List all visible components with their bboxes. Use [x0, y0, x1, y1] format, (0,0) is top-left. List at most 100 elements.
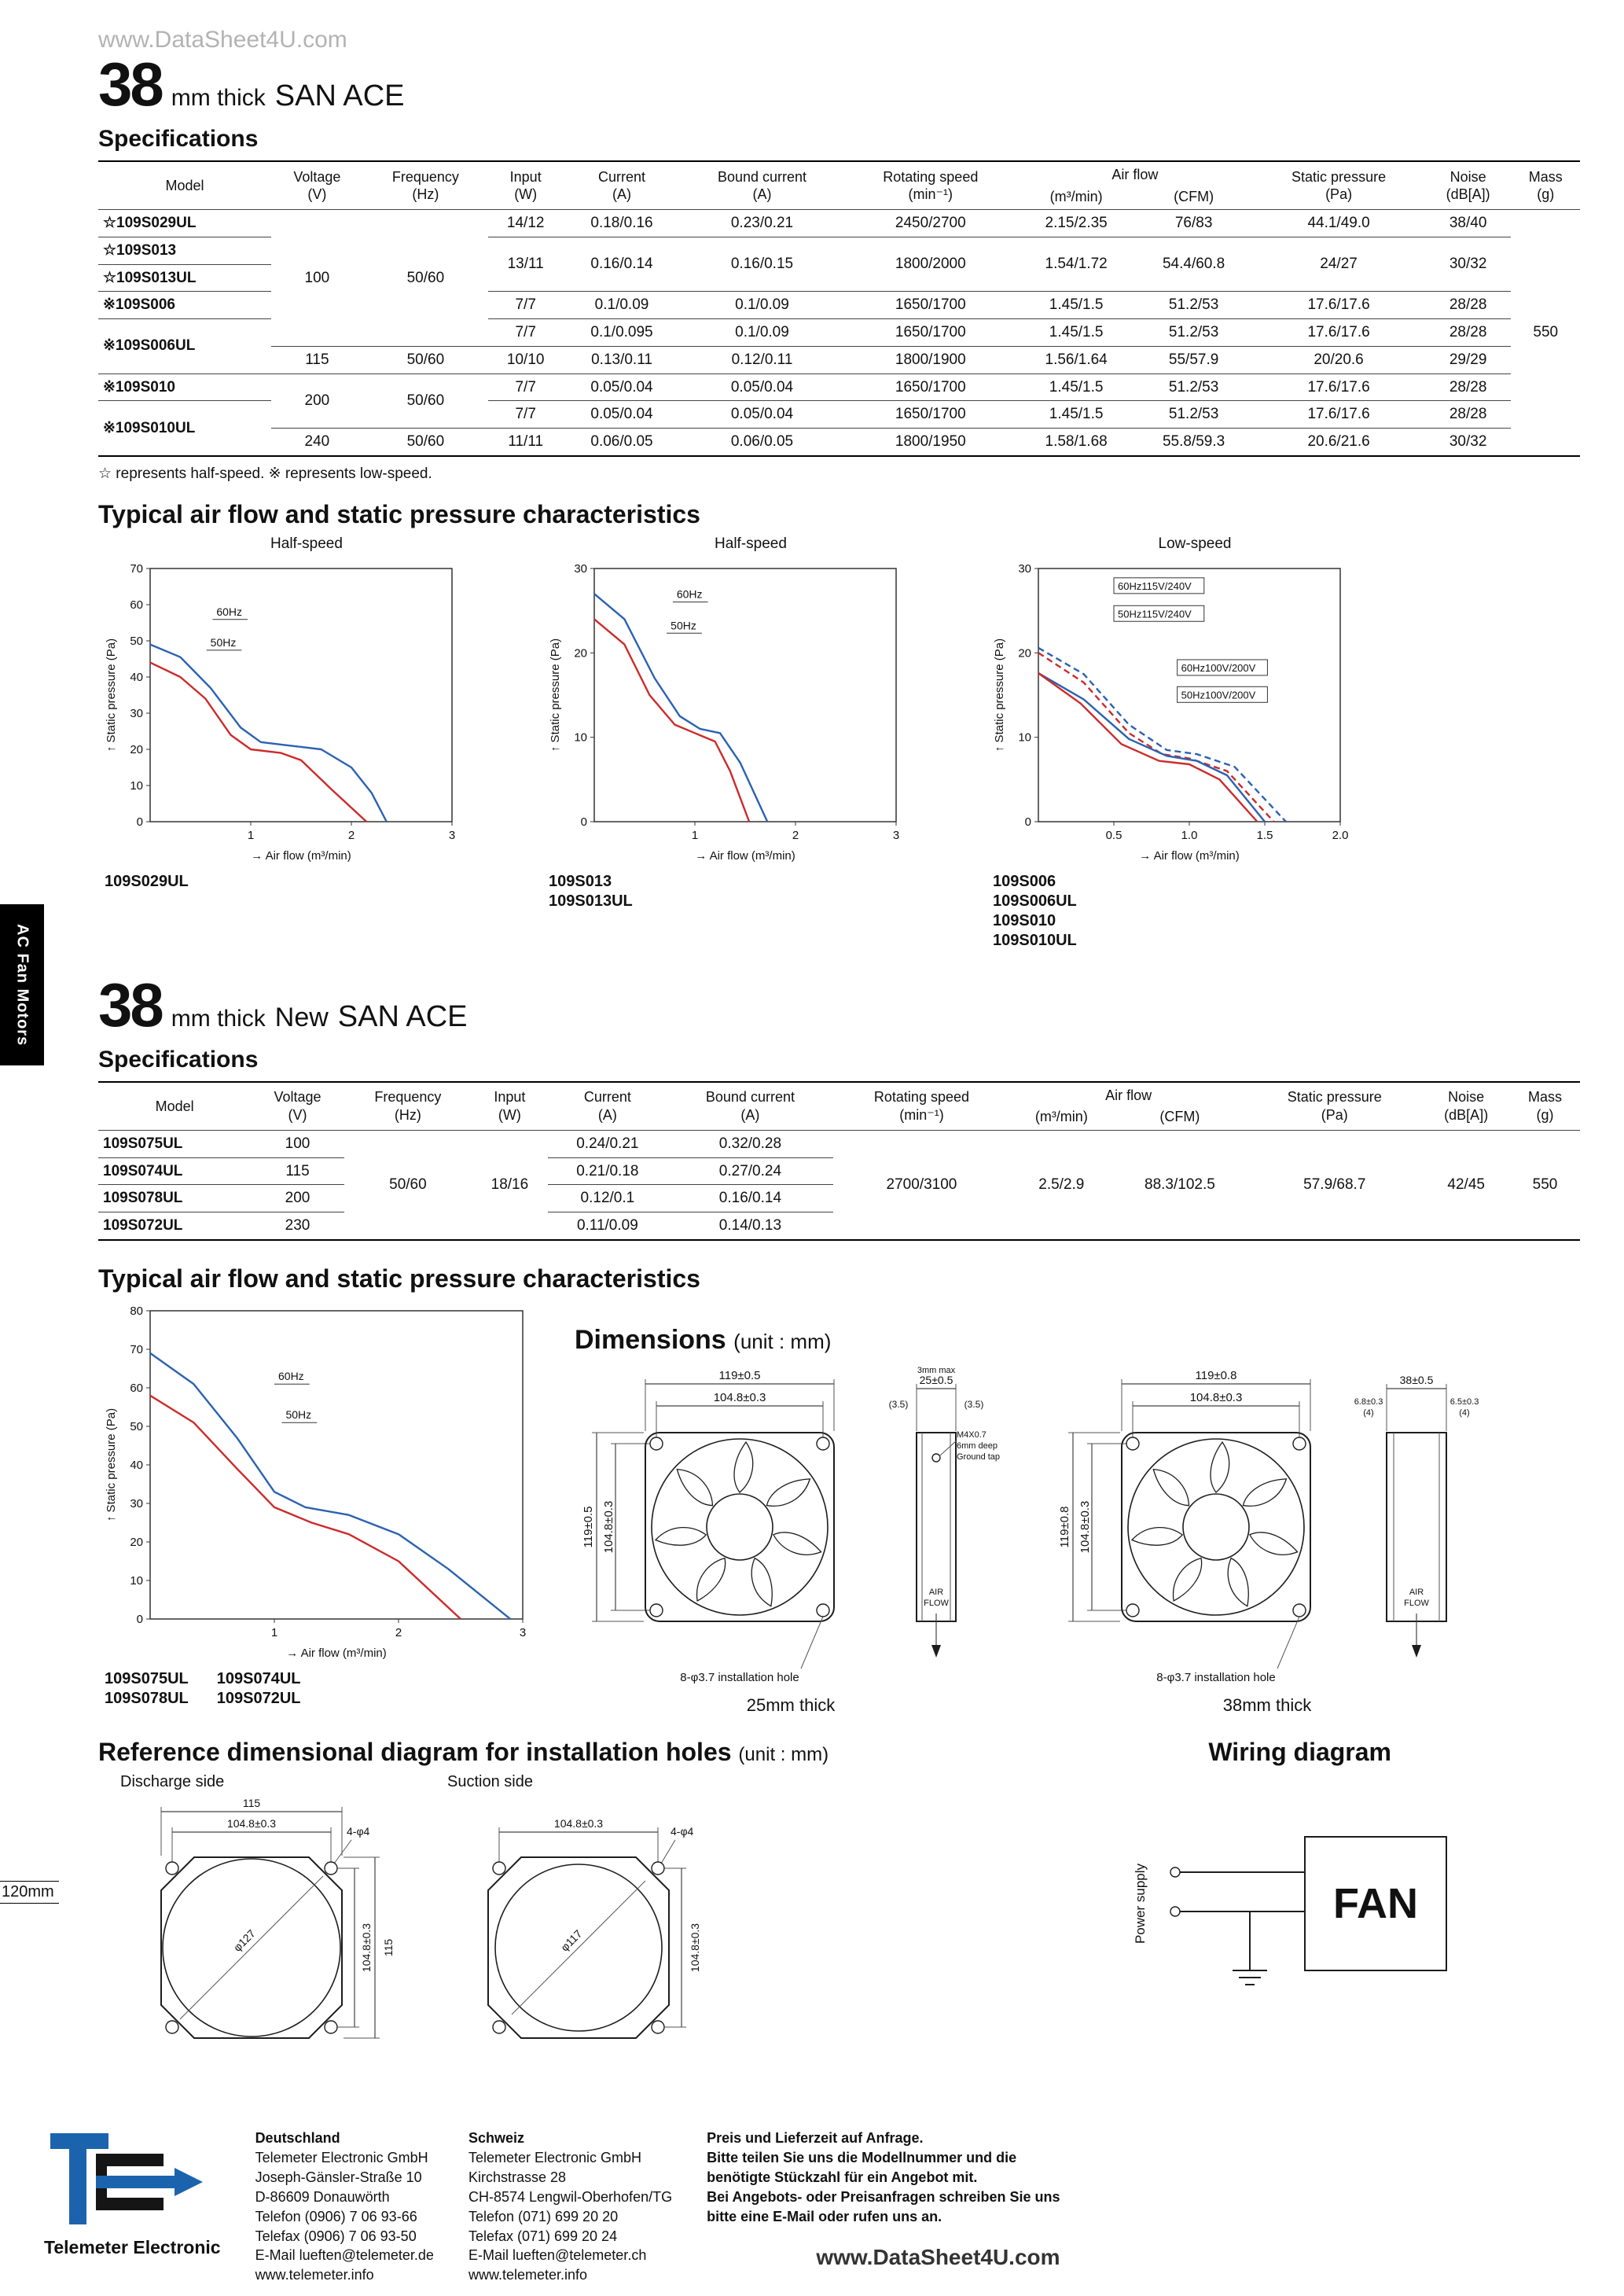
svg-text:50: 50 [130, 635, 143, 648]
text-line: 109S010 [993, 911, 1056, 929]
table-cell: 0.16/0.14 [563, 237, 681, 293]
text-line: Telefon (071) 699 20 20 [468, 2208, 619, 2224]
fan-blades [654, 1441, 822, 1607]
header-cell: Input (W) [488, 161, 564, 210]
header-cell: Air flow [1111, 167, 1159, 182]
dim-label: 104.8±0.3 [360, 1923, 373, 1971]
fan-25mm-group: 119±0.5 104.8±0.3 119±0.5 104.8±0.3 [575, 1362, 1007, 1716]
text-line: 109S006 [993, 872, 1056, 890]
dim-label: 25±0.5 [920, 1374, 953, 1386]
table-cell: 230 [251, 1212, 344, 1241]
table-cell: 200 [271, 373, 363, 429]
svg-text:→ Air flow (m³/min): → Air flow (m³/min) [251, 849, 351, 863]
footer-address-lines: Telemeter Electronic GmbH Kirchstrasse 28… [468, 2148, 672, 2285]
logo-text: Telemeter Electronic [44, 2237, 221, 2258]
reference-heading-row: Reference dimensional diagram for instal… [98, 1738, 1580, 1767]
footer-address-de: Deutschland Telemeter Electronic GmbH Jos… [255, 2129, 434, 2285]
wiring-drawing: Power supply FAN [1133, 1835, 1447, 1985]
dim-label: 6.5±0.3 [1450, 1397, 1479, 1407]
header-cell: Model [98, 161, 272, 210]
table-cell: 100 [251, 1130, 344, 1158]
text-line: benötigte Stückzahl für ein Angebot mit. [707, 2169, 978, 2186]
power-supply-label: Power supply [1133, 1863, 1148, 1944]
chart-model-labels: 109S029UL [105, 872, 468, 892]
chart-block-4: 0 10 20 30 40 50 60 70 80 1 2 3 60Hz 50Hz ↑ Static pre… [98, 1298, 538, 1716]
table-cell: 0.12/0.11 [680, 346, 844, 374]
table-cell: 109S074UL [98, 1157, 252, 1186]
table-cell: 2700/3100 [832, 1130, 1010, 1241]
table-cell: 1.56/1.64 [1017, 346, 1135, 374]
svg-text:3: 3 [449, 829, 455, 842]
table-cell: 550 [1511, 209, 1580, 457]
table-cell: 0.06/0.05 [680, 428, 844, 457]
table-cell: 1.45/1.5 [1017, 291, 1135, 319]
table-cell: ☆109S029UL [98, 209, 272, 237]
sidebar-tab-ac-fan-motors: AC Fan Motors [0, 904, 44, 1065]
dim-label: 115 [243, 1797, 261, 1809]
hole-count-label: 4-φ4 [671, 1825, 694, 1838]
header-cell: Frequency (Hz) [362, 161, 489, 210]
table-cell: 100 [271, 209, 363, 347]
footer-note-lines: Preis und Lieferzeit auf Anfrage. Bitte t… [707, 2129, 1060, 2226]
dim-label: 115 [382, 1938, 395, 1956]
table-cell: 0.24/0.21 [547, 1130, 667, 1158]
fan-box-label: FAN [1333, 1880, 1418, 1927]
table-cell: 1650/1700 [843, 373, 1018, 402]
table-cell: 2.5/2.9 [1009, 1130, 1113, 1241]
table-cell: 0.14/0.13 [667, 1212, 833, 1241]
chart-title: Half-speed [270, 535, 343, 552]
table-cell: 115 [271, 346, 363, 374]
text-line: E-Mail lueften@telemeter.de [255, 2247, 434, 2264]
header-cell: (CFM) [1134, 183, 1253, 210]
text-line: 109S072UL [216, 1689, 301, 1707]
table-cell: 50/60 [362, 428, 489, 457]
table-cell: 0.05/0.04 [563, 400, 681, 429]
table-cell: 17.6/17.6 [1252, 318, 1425, 347]
suction-side-label: Suction side [447, 1772, 533, 1790]
brand-name: SAN ACE [337, 999, 468, 1033]
table-cell: 50/60 [362, 346, 489, 374]
text-line: Preis und Lieferzeit auf Anfrage. [707, 2130, 924, 2147]
table-cell: 44.1/49.0 [1252, 209, 1425, 237]
header-cell: Static pressure (Pa) [1252, 161, 1425, 210]
table-cell: 30/32 [1424, 237, 1512, 293]
table-cell: 2450/2700 [843, 209, 1018, 237]
table-cell: 11/11 [488, 428, 564, 457]
table-cell: 109S075UL [98, 1130, 252, 1158]
table-cell: 42/45 [1422, 1130, 1510, 1241]
text-line: Kirchstrasse 28 [468, 2169, 567, 2186]
airflow-arrow [931, 1644, 941, 1658]
svg-text:60Hz: 60Hz [216, 605, 242, 618]
header-cell: Bound current (A) [667, 1081, 833, 1131]
table-cell: 29/29 [1424, 346, 1512, 374]
table-cell: 1.58/1.68 [1017, 428, 1135, 457]
airflow-arrow [1412, 1644, 1421, 1658]
spec-table-2: Model Voltage (V) Frequency (Hz) Input (W) Curr… [98, 1080, 1580, 1241]
fan-thickness-caption: 38mm thick [1222, 1694, 1312, 1715]
header-cell: Input (W) [472, 1081, 548, 1131]
dim-label: (4) [1363, 1408, 1373, 1418]
fan-blades [1130, 1441, 1299, 1607]
fan-front-drawing-38mm: 119±0.8 104.8±0.3 119±0.8 104.8±0.3 [1058, 1369, 1311, 1684]
table-cell: 28/28 [1424, 291, 1512, 319]
table-cell: 1650/1700 [843, 291, 1018, 319]
table-cell: 10/10 [488, 346, 564, 374]
airflow-label: AIR [1409, 1588, 1424, 1597]
text-line: 109S006UL [993, 892, 1077, 910]
text-line: Telemeter Electronic GmbH [468, 2150, 642, 2166]
header-cell: Rotating speed (min⁻¹) [843, 161, 1018, 210]
table-cell: 0.32/0.28 [667, 1130, 833, 1158]
chart-svg: 0 10 20 30 40 50 60 70 1 2 3 60Hz 50Hz ↑ Static press… [105, 562, 455, 863]
table-cell: 0.12/0.1 [547, 1184, 667, 1212]
dimensions-section: Dimensions (unit : mm) 119±0.5 [575, 1298, 1483, 1716]
table-cell: 7/7 [488, 318, 564, 347]
table-cell: 51.2/53 [1134, 400, 1253, 429]
table-cell: 0.1/0.095 [563, 318, 681, 347]
svg-text:0: 0 [137, 1613, 143, 1626]
footer-country-heading: Deutschland [255, 2130, 340, 2147]
table-cell: 109S072UL [98, 1212, 252, 1241]
table-cell: 0.05/0.04 [680, 373, 844, 402]
table-cell: 0.1/0.09 [680, 291, 844, 319]
size-suffix: mm thick [171, 1005, 266, 1032]
table-cell: 1.45/1.5 [1017, 318, 1135, 347]
